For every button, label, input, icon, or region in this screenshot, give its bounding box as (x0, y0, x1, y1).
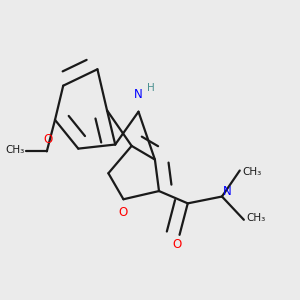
Text: O: O (119, 206, 128, 219)
Text: CH₃: CH₃ (247, 213, 266, 224)
Text: O: O (44, 133, 53, 146)
Text: CH₃: CH₃ (242, 167, 262, 177)
Text: N: N (134, 88, 143, 101)
Text: CH₃: CH₃ (6, 145, 25, 155)
Text: N: N (223, 184, 232, 198)
Text: H: H (147, 83, 154, 93)
Text: O: O (172, 238, 182, 250)
